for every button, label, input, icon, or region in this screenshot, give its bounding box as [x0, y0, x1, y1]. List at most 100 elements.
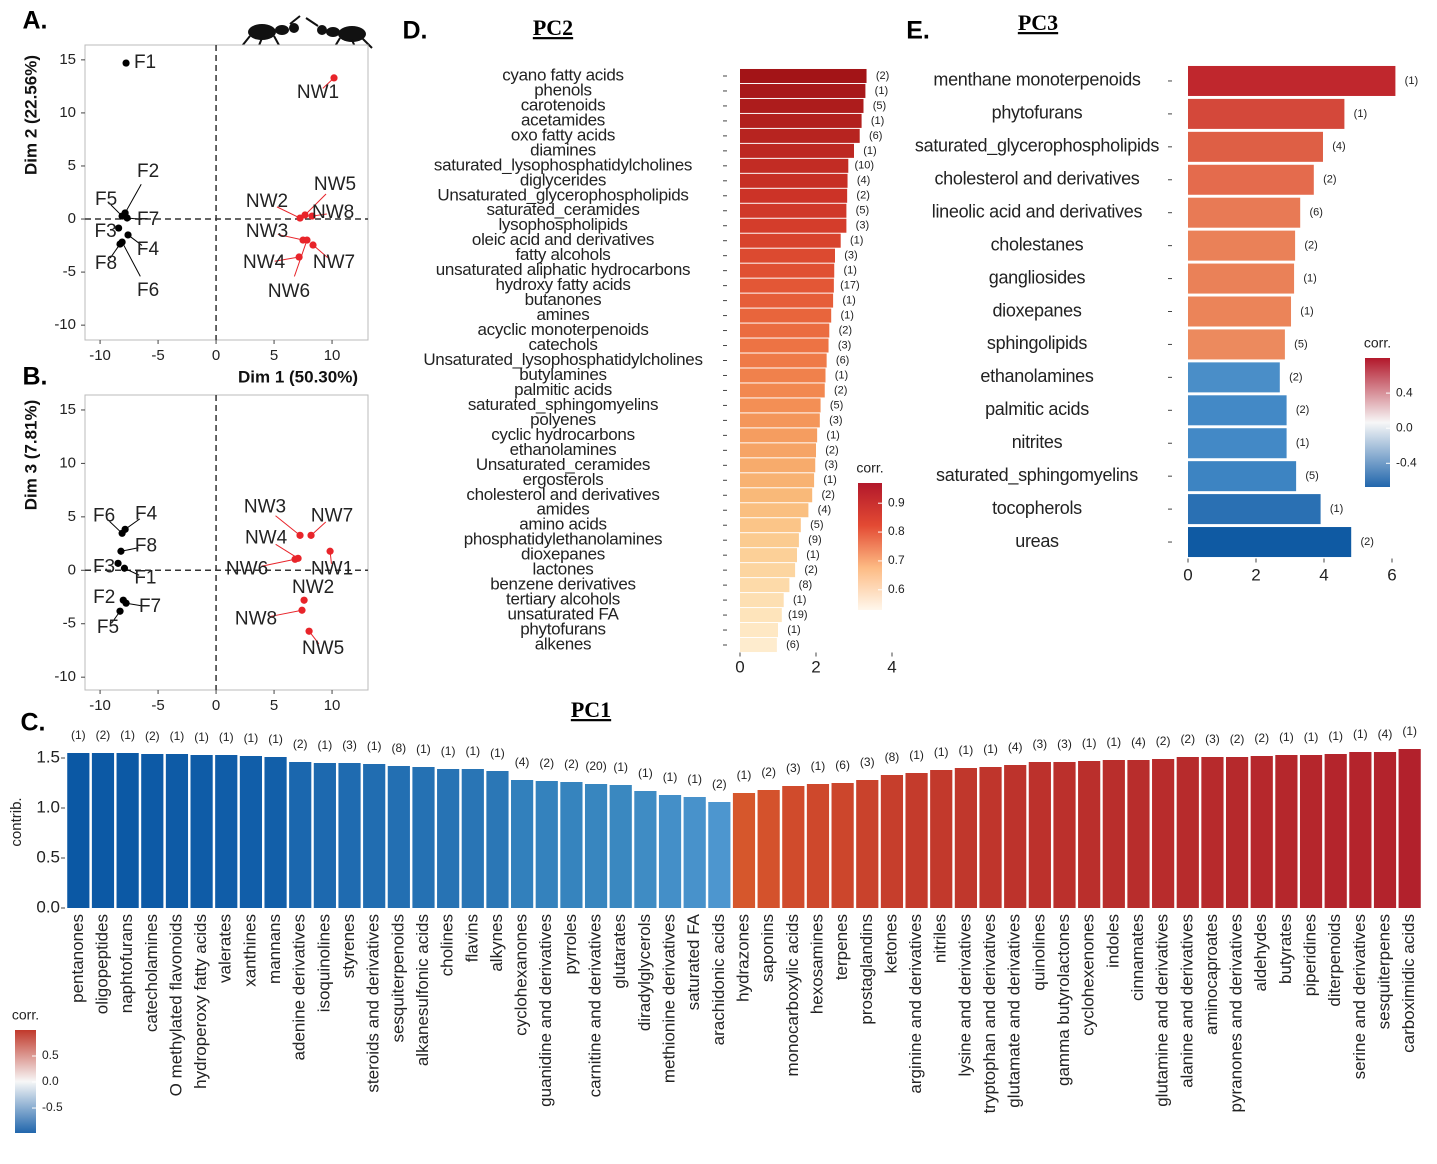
x-tick-label: alkynes — [487, 914, 506, 972]
leader-line — [304, 193, 327, 216]
bar-annotation: (8) — [799, 579, 812, 591]
bar-annotation: (1) — [863, 145, 876, 157]
bar — [658, 795, 682, 908]
bar-annotation: (1) — [844, 265, 857, 277]
x-tick-label: steroids and derivatives — [364, 914, 383, 1093]
bar — [740, 158, 849, 173]
bar-annotation: (1) — [909, 748, 924, 762]
y-tick-label: lactones — [533, 560, 594, 579]
bar-annotation: (20) — [585, 759, 606, 773]
leader-line — [276, 206, 301, 219]
bar-annotation: (2) — [96, 728, 111, 742]
bar — [1102, 760, 1125, 908]
point-label: NW8 — [235, 608, 277, 629]
chart-title: PC2 — [533, 15, 573, 40]
x-tick-label: tryptophan and derivatives — [980, 914, 999, 1113]
bar-annotation: (2) — [1289, 371, 1302, 383]
bar-annotation: (4) — [857, 175, 870, 187]
x-tick-label: aldehydes — [1251, 914, 1270, 992]
bar — [740, 533, 799, 548]
chart-title: PC1 — [571, 697, 611, 722]
y-tick-label: palmitic acids — [985, 399, 1089, 419]
bar-annotation: (2) — [1254, 731, 1269, 745]
y-tick-label: menthane monoterpenoids — [933, 70, 1141, 90]
x-tick-label: cinnamates — [1128, 914, 1147, 1001]
x-tick-label: glutamate and derivatives — [1005, 914, 1024, 1108]
bar-annotation: (6) — [835, 758, 850, 772]
point-label: F7 — [137, 209, 159, 230]
leader-line — [293, 239, 308, 277]
bar — [239, 756, 263, 908]
bar-annotation: (1) — [613, 760, 628, 774]
point — [116, 607, 124, 615]
bar-annotation: (4) — [1378, 727, 1393, 741]
y-tick-label: benzene derivatives — [490, 575, 636, 594]
bar-annotation: (1) — [244, 731, 259, 745]
bar — [91, 753, 115, 908]
bar — [1201, 757, 1224, 908]
y-axis-label: Dim 2 (22.56%) — [21, 55, 40, 175]
y-tick-label: palmitic acids — [514, 380, 612, 399]
point-label: F8 — [135, 535, 157, 556]
panel-label: B. — [23, 363, 48, 391]
x-tick-label: 0 — [212, 347, 220, 364]
x-tick-label: pyrroles — [561, 914, 580, 974]
plot-area — [84, 44, 369, 341]
point-label: NW7 — [311, 505, 353, 526]
x-tick-label: sesquiterpenes — [1375, 914, 1394, 1029]
bar-annotation: (1) — [823, 474, 836, 486]
leader-line — [277, 233, 304, 241]
x-tick-label: -10 — [89, 697, 111, 714]
bar — [1188, 527, 1352, 558]
x-tick-label: alanine and derivatives — [1177, 914, 1196, 1088]
y-tick-label: saturated_lysophosphatidylcholines — [434, 155, 692, 174]
x-tick-label: glutarates — [610, 914, 629, 989]
x-tick-label: catecholamines — [142, 914, 161, 1032]
bar-annotation: (3) — [825, 459, 838, 471]
bar-annotation: (4) — [1131, 735, 1146, 749]
bar-annotation: (1) — [875, 85, 888, 97]
bar-annotation: (1) — [638, 766, 653, 780]
y-tick-label: amines — [536, 305, 589, 324]
point — [303, 236, 311, 244]
y-tick-label: diamines — [530, 140, 596, 159]
point-label: F7 — [139, 596, 161, 617]
bar-annotation: (1) — [1304, 730, 1319, 744]
y-tick-label: ergosterols — [523, 470, 604, 489]
panel-label: E. — [906, 17, 930, 45]
bar — [289, 762, 312, 908]
point — [296, 214, 304, 222]
bar — [740, 398, 821, 413]
bar — [683, 797, 706, 908]
bar — [1004, 765, 1027, 908]
bar — [486, 771, 509, 908]
bar — [740, 68, 867, 83]
bar-annotation: (1) — [842, 295, 855, 307]
point — [307, 531, 315, 539]
bar-annotation: (5) — [1294, 338, 1307, 350]
y-tick-label: acetamides — [521, 110, 605, 129]
bar — [740, 488, 813, 503]
bar — [634, 791, 657, 908]
x-tick-label: 5 — [270, 347, 278, 364]
point-label: NW3 — [244, 496, 286, 517]
bar-annotation: (2) — [293, 737, 308, 751]
bar-annotation: (2) — [804, 564, 817, 576]
y-tick-label: Unsaturated_ceramides — [476, 455, 650, 474]
bar-annotation: (1) — [1279, 730, 1294, 744]
point — [117, 547, 125, 555]
bar — [461, 769, 484, 908]
x-tick-label: prostaglandins — [857, 914, 876, 1025]
bar — [740, 353, 827, 368]
bar-annotation: (6) — [1309, 207, 1322, 219]
y-tick-label: 10 — [59, 104, 76, 121]
bar-annotation: (2) — [761, 765, 776, 779]
bar-annotation: (3) — [1205, 732, 1220, 746]
bar-annotation: (2) — [839, 324, 852, 336]
panel-label: C. — [21, 709, 46, 737]
point-label: NW7 — [313, 252, 355, 273]
bar — [1188, 494, 1321, 525]
bar-annotation: (1) — [441, 744, 456, 758]
x-tick-label: 0 — [735, 657, 744, 676]
bar — [116, 753, 139, 908]
